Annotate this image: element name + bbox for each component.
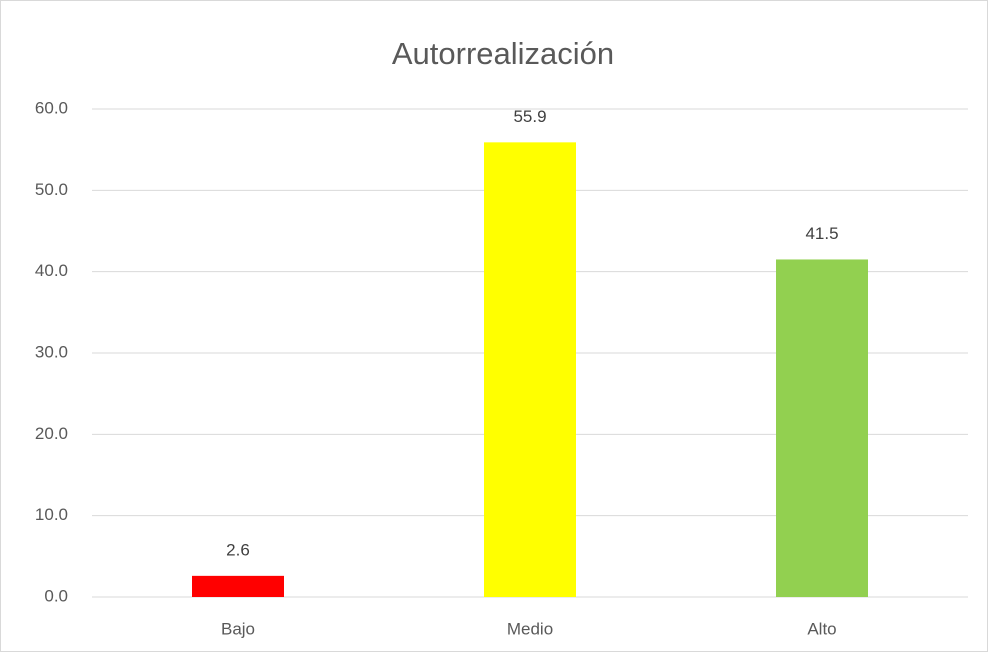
- data-label: 55.9: [513, 107, 546, 126]
- bar: [776, 259, 868, 597]
- y-tick-label: 0.0: [44, 586, 68, 605]
- y-tick-label: 60.0: [35, 98, 68, 117]
- x-tick-label: Bajo: [221, 619, 255, 638]
- chart-title: Autorrealización: [392, 36, 614, 71]
- x-tick-label: Medio: [507, 619, 553, 638]
- y-tick-label: 30.0: [35, 342, 68, 361]
- x-tick-label: Alto: [807, 619, 836, 638]
- y-tick-label: 50.0: [35, 180, 68, 199]
- data-label: 2.6: [226, 540, 250, 559]
- y-tick-label: 40.0: [35, 261, 68, 280]
- y-tick-label: 20.0: [35, 424, 68, 443]
- y-tick-label: 10.0: [35, 505, 68, 524]
- bar: [484, 142, 576, 597]
- bar: [192, 575, 284, 597]
- data-label: 41.5: [805, 224, 838, 243]
